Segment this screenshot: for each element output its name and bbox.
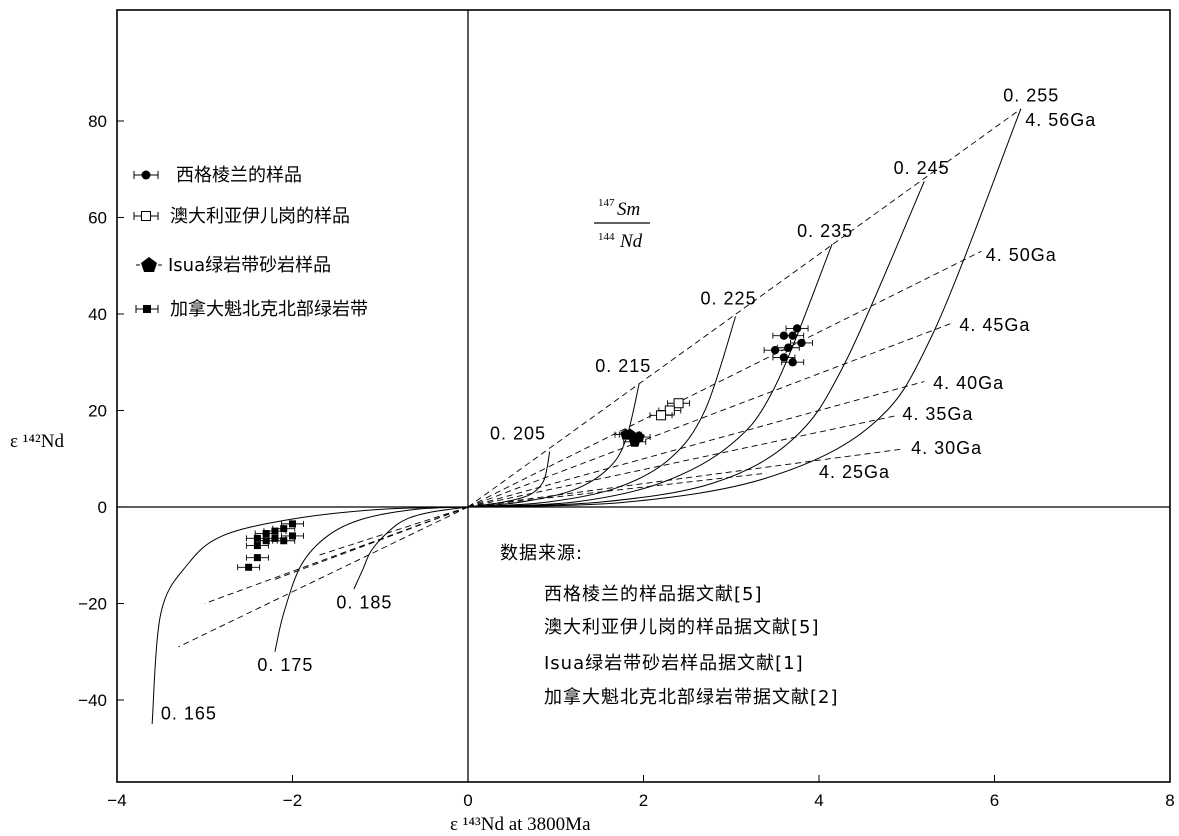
age-label: 4. 30Ga <box>911 438 982 458</box>
ratio-label: 147 Sm 144 Nd <box>594 197 650 252</box>
y-tick-label: 80 <box>88 112 107 131</box>
legend-item-circle: 西格棱兰的样品 <box>133 165 302 186</box>
data-point-filled-square <box>253 542 261 550</box>
source-line: 西格棱兰的样品据文献[5] <box>544 584 763 605</box>
data-point-filled-square <box>289 532 296 540</box>
data-point-circle <box>788 358 797 367</box>
ratio-curve-label: 0. 165 <box>161 703 217 723</box>
sm-nd-ratio-curve <box>467 316 737 508</box>
data-point-filled-square <box>280 537 288 545</box>
ratio-curve-label: 0. 175 <box>257 655 313 675</box>
age-isochron-line <box>204 506 469 604</box>
legend-item-filled-square: 加拿大魁北克北部绿岩带 <box>135 298 368 320</box>
legend-label: 澳大利亚伊儿岗的样品 <box>170 206 350 227</box>
ratio-curve-label: 0. 245 <box>894 158 950 178</box>
data-point-filled-square <box>253 534 261 542</box>
data-point-filled-square <box>280 525 288 533</box>
ratio-curve-label: 0. 185 <box>336 592 392 612</box>
circle-marker-icon <box>141 170 151 180</box>
age-isochron-line <box>274 506 469 580</box>
legend-label: 西格棱兰的样品 <box>176 165 302 186</box>
age-isochron-line <box>467 472 767 508</box>
legend-item-pentagon: Isua绿岩带砂岩样品 <box>136 255 331 276</box>
open-square-marker-icon <box>141 211 151 221</box>
data-point-circle <box>797 338 806 348</box>
data-point-pentagon <box>629 435 641 447</box>
sm-nd-ratio-curve <box>353 506 469 590</box>
x-tick-label: −4 <box>107 791 126 810</box>
data-point-filled-square <box>289 520 296 528</box>
ratio-curve-label: 0. 225 <box>701 288 757 308</box>
svg-text:144: 144 <box>598 231 615 243</box>
age-label: 4. 56Ga <box>1025 110 1096 130</box>
legend: 西格棱兰的样品 澳大利亚伊儿岗的样品 Isua绿岩带砂岩样品 加拿大魁北克北部绿… <box>133 165 368 320</box>
y-tick-label: −20 <box>78 594 107 613</box>
age-label: 4. 35Ga <box>902 404 973 424</box>
data-point-pentagon <box>620 428 632 440</box>
age-label: 4. 50Ga <box>986 245 1057 265</box>
x-tick-label: 8 <box>1165 791 1174 810</box>
age-isochron-line <box>318 506 469 556</box>
age-isochron-line <box>467 108 1022 508</box>
sm-nd-ratio-curve <box>151 506 469 725</box>
source-line: 加拿大魁北克北部绿岩带据文献[2] <box>544 686 839 708</box>
ratio-curve-label: 0. 215 <box>595 356 651 376</box>
x-tick-label: 6 <box>990 791 999 810</box>
age-isochron-line <box>467 323 951 508</box>
data-point-open-square <box>673 398 684 409</box>
pentagon-marker-icon <box>141 257 157 272</box>
ratio-curve-label: 0. 235 <box>797 221 853 241</box>
age-label: 4. 45Ga <box>959 315 1030 335</box>
y-tick-label: 0 <box>98 498 107 517</box>
sm-nd-ratio-curve <box>467 181 925 508</box>
legend-label: 加拿大魁北克北部绿岩带 <box>170 298 368 320</box>
data-point-filled-square <box>262 537 270 545</box>
data-point-filled-square <box>253 554 261 562</box>
x-tick-label: 0 <box>463 791 472 810</box>
svg-text:147: 147 <box>598 197 615 209</box>
x-axis-label: ε ¹⁴³Nd at 3800Ma <box>450 814 591 835</box>
data-point-circle <box>792 324 802 333</box>
data-point-filled-square <box>245 563 253 571</box>
source-title: 数据来源: <box>500 543 583 564</box>
legend-item-open-square: 澳大利亚伊儿岗的样品 <box>133 206 350 227</box>
y-tick-label: 40 <box>88 305 107 324</box>
y-axis-label: ε ¹⁴²Nd <box>10 431 64 452</box>
data-point-filled-square <box>271 534 279 542</box>
source-line: 澳大利亚伊儿岗的样品据文献[5] <box>544 617 820 638</box>
age-isochron-line <box>467 250 982 508</box>
ratio-numerator: Sm <box>617 199 640 220</box>
sm-nd-ratio-curve <box>467 451 551 508</box>
data-point-circle <box>770 345 780 355</box>
y-tick-label: 20 <box>88 401 107 420</box>
data-point-open-square <box>656 410 667 421</box>
ratio-curve-label: 0. 255 <box>1003 86 1059 106</box>
data-point-filled-square <box>271 527 279 535</box>
age-isochron-line <box>467 414 899 508</box>
sm-nd-ratio-curve <box>274 506 469 652</box>
y-tick-label: −40 <box>78 691 107 710</box>
data-point-filled-square <box>262 530 270 538</box>
source-line: Isua绿岩带砂岩样品据文献[1] <box>544 653 804 674</box>
x-tick-label: 2 <box>639 791 648 810</box>
age-isochron-line <box>467 381 925 508</box>
filled-square-marker-icon <box>143 305 151 313</box>
data-point-circle <box>779 331 789 340</box>
age-label: 4. 40Ga <box>933 373 1004 393</box>
ratio-curve-label: 0. 205 <box>490 423 546 443</box>
y-tick-label: 60 <box>88 208 107 227</box>
data-sources: 数据来源: 西格棱兰的样品据文献[5] 澳大利亚伊儿岗的样品据文献[5] Isu… <box>500 543 839 708</box>
age-isochron-line <box>178 506 469 648</box>
age-label: 4. 25Ga <box>819 462 890 482</box>
ratio-denominator: Nd <box>619 231 643 252</box>
data-point-open-square <box>664 405 675 416</box>
x-tick-label: −2 <box>283 791 302 810</box>
age-isochron-line <box>467 448 903 508</box>
sm-nd-ratio-curve <box>467 108 1022 508</box>
legend-label: Isua绿岩带砂岩样品 <box>168 255 331 276</box>
x-tick-label: 4 <box>814 791 823 810</box>
data-point-circle <box>784 343 793 352</box>
data-point-circle <box>779 353 789 362</box>
